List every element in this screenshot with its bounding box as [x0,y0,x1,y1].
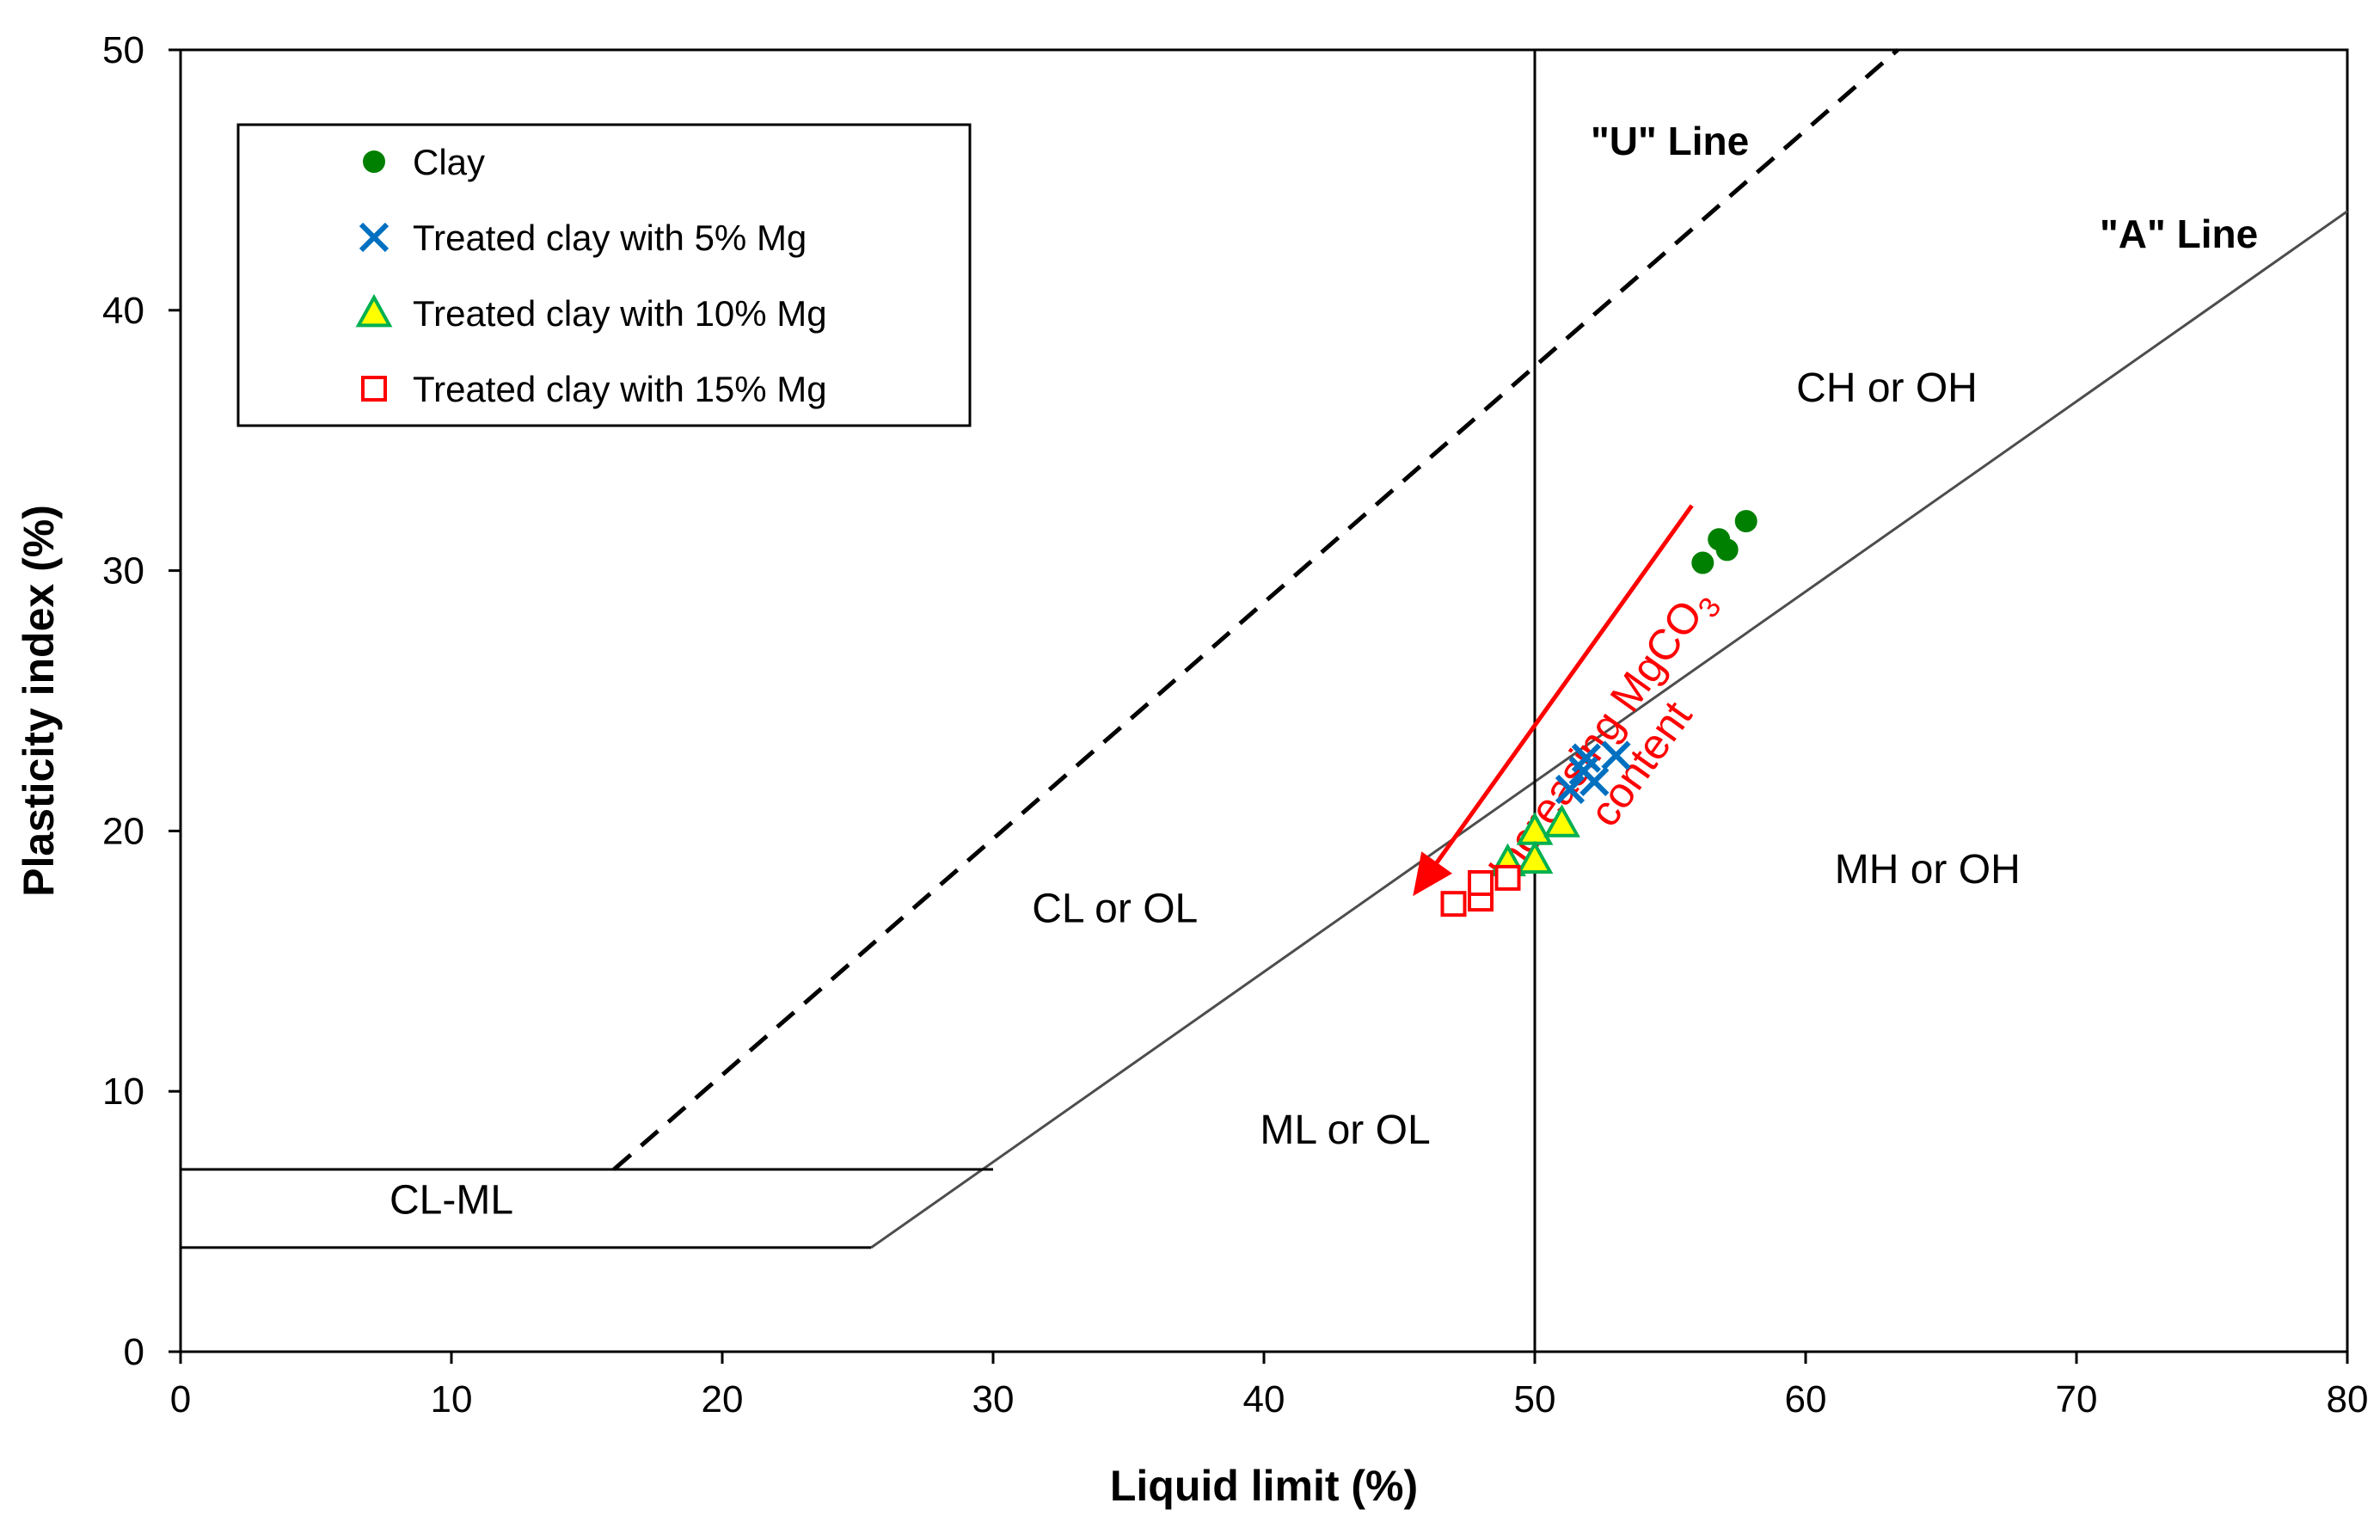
y-tick-label: 20 [102,810,144,852]
x-tick-label: 70 [2056,1378,2098,1420]
x-tick-label: 0 [170,1378,191,1420]
region-label: MH or OH [1835,847,2021,893]
legend-box [236,123,972,427]
data-point [1494,864,1521,891]
data-point [1715,538,1739,561]
annotation-arrow-line [1432,504,1694,867]
region-label: CL-ML [390,1178,513,1224]
y-axis-ticks: 0 10 20 30 40 50 [102,29,181,1373]
data-point [1691,551,1714,574]
y-tick-label: 10 [102,1071,144,1113]
legend-label: Treated clay with 10% Mg [413,293,827,334]
region-label: CL or OL [1032,886,1198,931]
x-axis-title: Liquid limit (%) [1110,1462,1418,1510]
x-tick-label: 80 [2327,1378,2369,1420]
a-line [870,210,2348,1249]
legend-marker [359,222,390,253]
u-line-label: "U" Line [1591,119,1749,163]
annotation-arrow-head [1413,851,1453,897]
y-tick-label: 0 [124,1331,144,1373]
legend-marker [361,376,387,402]
y-axis-title: Plasticity index (%) [15,505,63,897]
data-points [1440,510,1757,917]
a-line-label: "A" Line [2100,212,2258,256]
data-point [1601,740,1631,770]
region-label: ML or OL [1260,1107,1430,1153]
data-point [1543,804,1580,837]
legend-marker [363,150,385,173]
u-line [612,48,1899,1171]
x-tick-label: 40 [1243,1378,1285,1420]
legend: Clay Treated clay with 5% Mg Treated clay … [236,123,972,427]
marker-stroke [1580,766,1610,796]
x-tick-label: 10 [431,1378,473,1420]
marker-stroke [359,222,390,253]
annotation-line1: Increasing MgCO3 [1478,578,1727,896]
data-point [1468,869,1494,896]
data-point [1580,766,1610,796]
legend-label: Clay [413,142,485,182]
legend-label: Treated clay with 5% Mg [413,218,807,258]
marker-stroke [1571,743,1601,773]
y-tick-label: 30 [102,550,144,592]
data-point [1571,743,1601,773]
marker-stroke [1555,774,1586,805]
x-axis-ticks: 0 10 20 30 40 50 60 70 80 [170,1352,2369,1420]
marker-stroke [1601,740,1631,770]
data-point [1516,840,1554,874]
y-tick-label: 40 [102,290,144,332]
region-label: CH or OH [1796,365,1978,411]
x-tick-label: 60 [1785,1378,1827,1420]
data-point [1440,891,1467,917]
y-tick-label: 50 [102,29,144,71]
data-point [1555,774,1586,805]
data-point [1734,510,1757,533]
x-tick-label: 30 [972,1378,1015,1420]
x-tick-label: 20 [702,1378,744,1420]
legend-marker [355,293,393,328]
reference-lines [181,48,2348,1352]
x-tick-label: 50 [1514,1378,1556,1420]
legend-label: Treated clay with 15% Mg [413,369,827,409]
region-labels: CH or OH MH or OH CL or OL ML or OL CL-ML [390,365,2021,1224]
